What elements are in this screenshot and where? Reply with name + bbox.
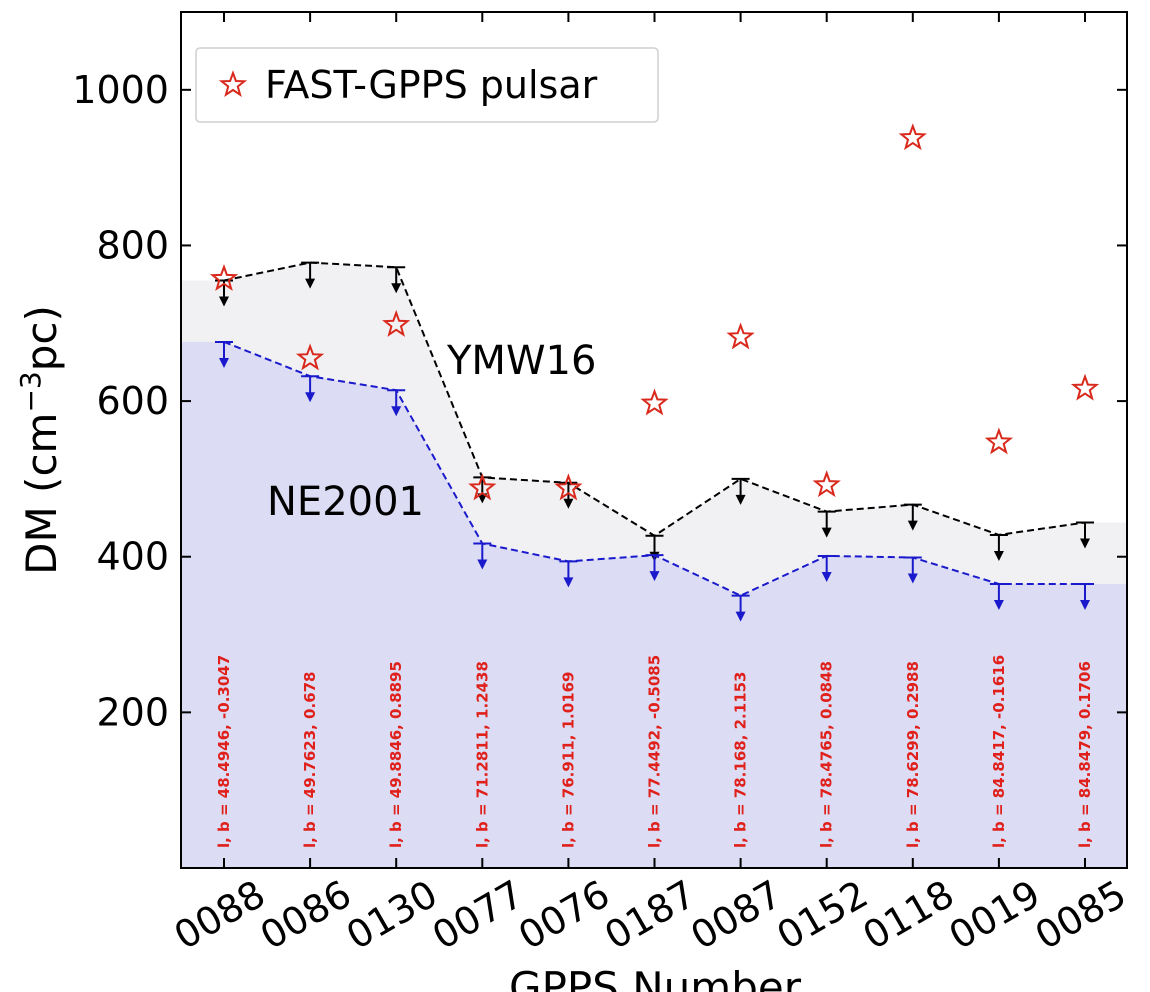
ne2001-limit-marker (645, 554, 664, 582)
ne2001-arrowhead (391, 406, 402, 417)
legend-label: FAST-GPPS pulsar (265, 63, 598, 107)
ymw16-limit-marker (1076, 521, 1094, 549)
ne2001-limit-marker (1076, 582, 1094, 610)
ymw16-limit-marker (817, 510, 836, 538)
legend-star-icon (218, 70, 248, 98)
x-tick-label: 0076 (511, 872, 617, 958)
x-tick-label: 0086 (253, 872, 359, 958)
y-tick-label: 400 (96, 535, 169, 579)
pulsar-star-marker (984, 427, 1014, 455)
x-axis-title: GPPS Number (509, 963, 802, 992)
ymw16-arrowhead (391, 283, 402, 294)
ne2001-limit-marker (473, 542, 492, 570)
coordinate-label: l, b = 84.8417, -0.1616 (990, 655, 1008, 848)
ymw16-arrowhead (305, 278, 316, 289)
y-tick-label: 200 (96, 690, 169, 734)
pulsar-star-marker (554, 473, 583, 501)
ne2001-arrowhead (821, 571, 832, 582)
coordinate-label: l, b = 78.168, 2.1153 (732, 672, 750, 849)
x-tick-label: 0085 (1028, 872, 1134, 958)
ymw16-arrowhead (219, 296, 229, 307)
ymw16-arrowhead (1080, 538, 1090, 549)
ymw16-arrowhead (563, 498, 574, 509)
ne2001-arrowhead (1080, 599, 1090, 610)
ne2001-arrowhead (305, 392, 316, 403)
legend-box (195, 47, 659, 123)
ymw16-limit-marker (559, 481, 578, 509)
coordinate-label: l, b = 48.4946, -0.3047 (215, 655, 233, 848)
coordinate-label: l, b = 84.8479, 0.1706 (1076, 661, 1094, 848)
legend-star-shape (218, 70, 248, 98)
y-tick-label: 600 (96, 379, 169, 423)
y-axis: 200 400 600 800 1000 (72, 68, 1127, 734)
x-tick-label: 0187 (597, 872, 703, 958)
pulsar-star-marker (726, 322, 755, 350)
ymw16-limit-marker (301, 261, 320, 289)
coordinate-label: l, b = 76.911, 1.0169 (559, 672, 577, 849)
x-tick-label: 0088 (167, 872, 273, 958)
coordinate-annotations: l, b = 48.4946, -0.3047 l, b = 49.7623, 0… (215, 655, 1094, 848)
x-tick-label: 0118 (856, 872, 962, 958)
ymw16-arrowhead (821, 527, 832, 538)
ne2001-label: NE2001 (267, 479, 424, 525)
pulsar-star-marker (640, 388, 669, 416)
x-tick-label: 0019 (942, 872, 1048, 958)
y-title-main: DM (cm (17, 413, 66, 575)
ne2001-limit-marker (559, 560, 578, 588)
pulsar-star-marker (812, 470, 841, 498)
pulsar-star-marker (295, 343, 325, 371)
pulsar-star-marker (898, 123, 927, 151)
coordinate-label: l, b = 49.8846, 0.8895 (387, 661, 405, 848)
ymw16-arrowhead (735, 494, 746, 505)
coordinate-label: l, b = 78.6299, 0.2988 (904, 661, 922, 848)
pulsar-star-marker (468, 473, 497, 501)
ne2001-arrowhead (993, 599, 1004, 610)
ne2001-arrowhead (735, 611, 746, 622)
ne2001-arrowhead (219, 357, 229, 368)
ymw16-arrowhead (907, 520, 918, 531)
coordinate-label: l, b = 71.2811, 1.2438 (473, 661, 491, 848)
y-title-tail: pc) (17, 305, 66, 371)
coordinate-label: l, b = 49.7623, 0.678 (301, 672, 319, 849)
ne2001-limit-marker (817, 554, 836, 582)
ymw16-label: YMW16 (446, 338, 596, 384)
y-axis-title: DM (cm−3pc) (14, 305, 67, 575)
x-tick-label: 0087 (683, 872, 789, 958)
ne2001-arrowhead (907, 573, 918, 584)
ne2001-limit-marker (903, 556, 922, 584)
x-tick-label: 0077 (425, 872, 531, 958)
pulsar-star-marker (209, 263, 239, 291)
ymw16-limit-marker (387, 266, 406, 294)
ymw16-arrowhead (993, 550, 1004, 561)
ne2001-arrowhead (563, 577, 574, 588)
y-title-sup: −3 (14, 371, 47, 412)
y-tick-label: 1000 (72, 68, 169, 112)
ne2001-limit-marker (731, 594, 750, 622)
coordinate-label: l, b = 78.4765, 0.0848 (818, 661, 836, 848)
ne2001-limit-marker (301, 375, 320, 403)
ymw16-limit-marker (903, 503, 922, 531)
pulsar-markers (209, 123, 1100, 501)
ymw16-limit-marker (989, 533, 1008, 561)
x-tick-label: 0130 (339, 872, 445, 958)
ne2001-limit-marker (989, 582, 1008, 610)
legend: FAST-GPPS pulsar (195, 47, 659, 123)
pulsar-star-marker (382, 309, 411, 337)
coordinate-label: l, b = 77.4492, -0.5085 (646, 655, 664, 848)
ne2001-fill (181, 341, 1127, 868)
ne2001-arrowhead (477, 559, 488, 570)
ne2001-limit-marker (215, 340, 233, 368)
y-tick-label: 800 (96, 223, 169, 267)
ne2001-arrowhead (649, 571, 660, 582)
ne2001-limit-marker (387, 389, 406, 417)
pulsar-star-marker (1070, 373, 1100, 401)
x-tick-label: 0152 (769, 872, 875, 958)
ymw16-limit-marker (731, 477, 750, 505)
model-lines (215, 261, 1094, 622)
